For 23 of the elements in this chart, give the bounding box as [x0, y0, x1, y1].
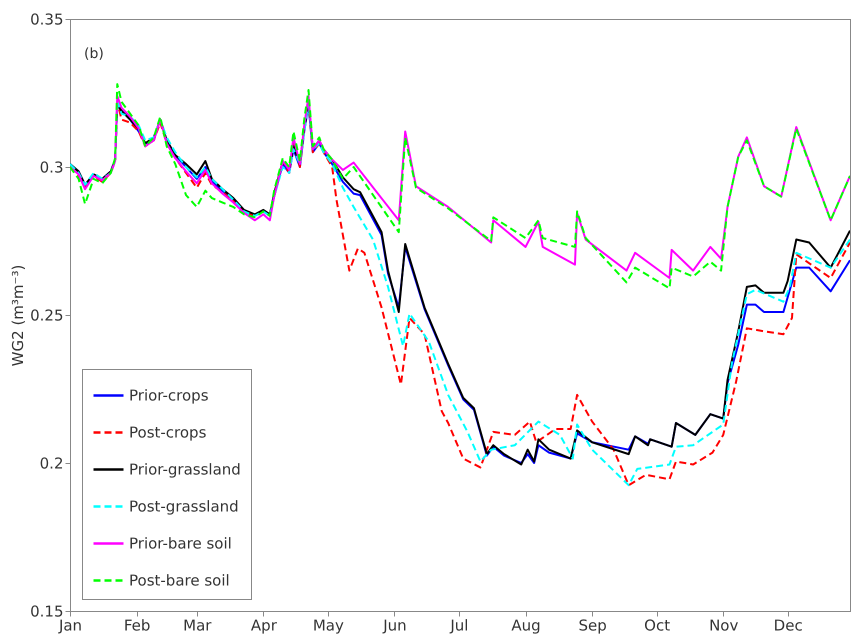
y-tick-label: 0.3: [40, 158, 64, 176]
x-tick-label: Mar: [183, 616, 212, 634]
legend-label: Prior-grassland: [129, 460, 241, 478]
x-tick-label: Sep: [578, 616, 607, 634]
x-tick-label: Nov: [709, 616, 738, 634]
x-tick-label: Dec: [774, 616, 803, 634]
x-tick-label: Aug: [511, 616, 541, 634]
x-tick-label: Jul: [449, 616, 468, 634]
y-tick-label: 0.2: [40, 454, 64, 472]
y-tick-label: 0.25: [30, 306, 64, 324]
x-tick-label: May: [312, 616, 344, 634]
legend-label: Post-grassland: [129, 498, 239, 516]
annotation: (b): [84, 46, 104, 62]
legend-label: Prior-bare soil: [129, 534, 232, 552]
legend-label: Post-crops: [129, 424, 207, 442]
x-tick-label: Oct: [644, 616, 670, 634]
x-tick-label: Apr: [250, 616, 278, 634]
x-tick-label: Feb: [124, 616, 150, 634]
legend-label: Post-bare soil: [129, 572, 230, 590]
legend-label: Prior-crops: [129, 386, 209, 404]
y-tick-label: 0.35: [30, 10, 64, 28]
y-axis-title: WG2 (m³m⁻³): [9, 264, 28, 366]
x-tick-label: Jun: [382, 616, 407, 634]
